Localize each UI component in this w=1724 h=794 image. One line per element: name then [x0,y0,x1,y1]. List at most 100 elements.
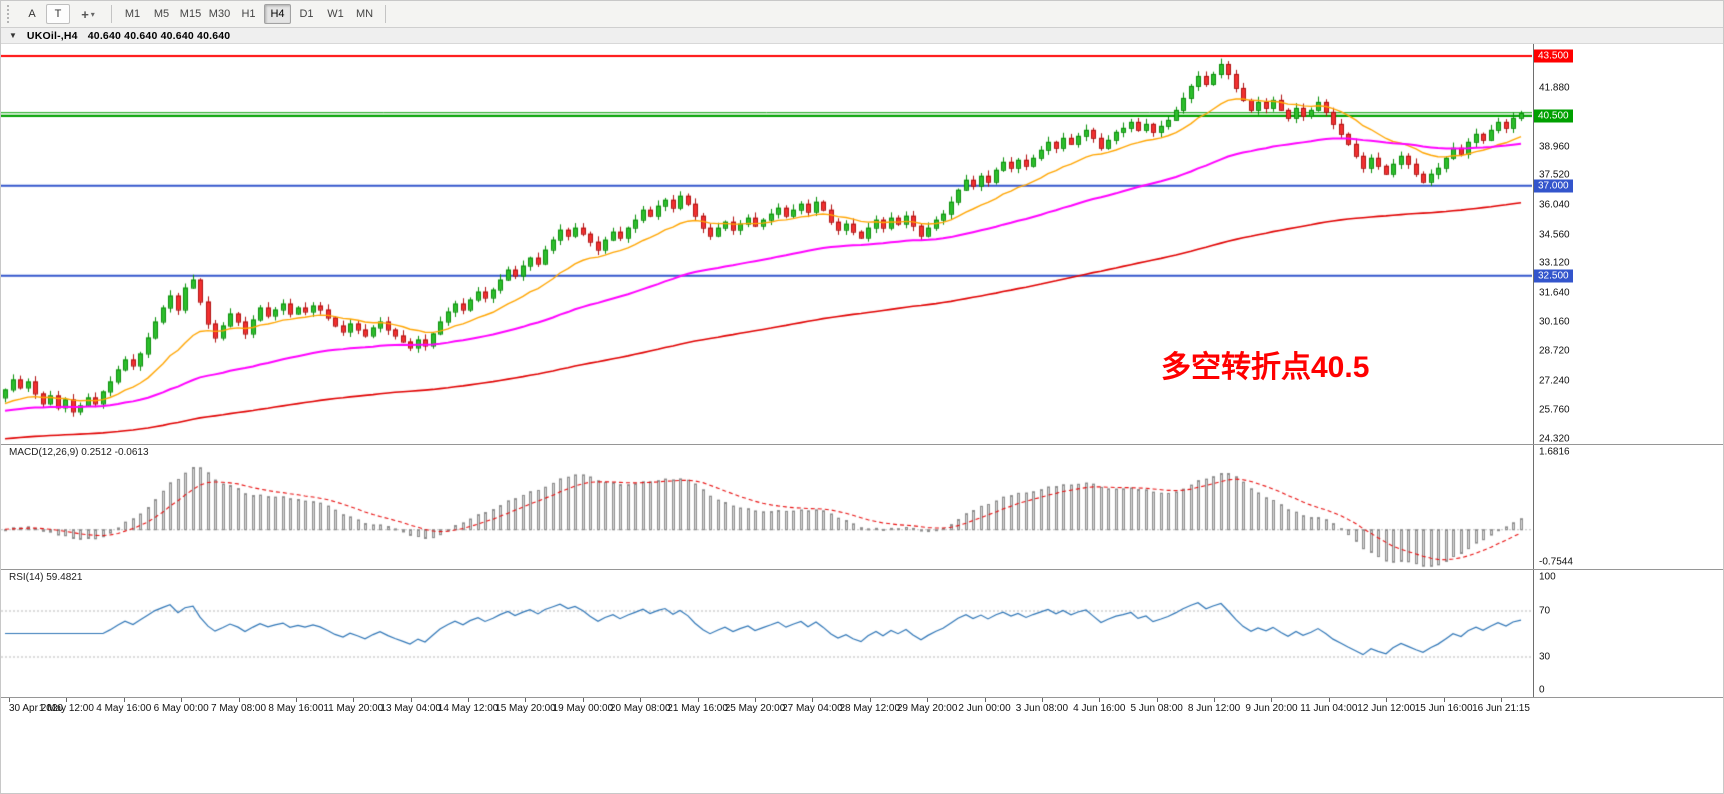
time-axis-label: 5 Jun 08:00 [1130,703,1183,714]
time-tick [755,698,756,702]
chart-annotation: 多空转折点40.5 [1161,351,1370,384]
main-chart-panel[interactable]: 多空转折点40.5 41.880 38.960 37.520 36.040 34.560… [1,44,1723,445]
time-tick [1214,698,1216,702]
price-chart-canvas[interactable] [1,44,1532,444]
price-line-badge: 43.500 [1534,49,1573,63]
time-tick [984,698,986,702]
time-tick [869,698,871,702]
label-tool-button[interactable]: A [28,8,36,20]
timeframe-d1-button[interactable]: D1 [299,8,314,20]
price-axis-label: 30.160 [1539,316,1570,328]
time-axis-label: 9 Jun 20:00 [1245,703,1298,714]
price-axis[interactable]: 41.880 38.960 37.520 36.040 34.560 33.120 31.6… [1533,44,1723,445]
chevron-down-icon: ▾ [90,9,95,19]
ohlc-values: 40.640 40.640 40.640 40.640 [87,29,231,42]
time-tick [1443,698,1445,702]
time-tick [1041,698,1043,702]
time-tick [353,698,355,702]
time-axis-label: 16 Jun 21:15 [1472,703,1530,714]
rsi-label: RSI(14) 59.4821 [9,572,83,583]
rsi-canvas[interactable] [1,570,1532,697]
time-axis-label: 11 Jun 04:00 [1300,703,1358,714]
price-axis-label: 33.120 [1539,257,1570,269]
macd-label: MACD(12,26,9) 0.2512 -0.0613 [9,447,149,458]
timeframe-m30-button[interactable]: M30 [208,8,231,20]
time-axis-label: 2 Jun 00:00 [958,703,1011,714]
time-axis-label: 20 May 08:00 [609,703,671,714]
time-axis-label: 13 May 04:00 [380,703,441,714]
timeframe-group: M1 M5 M15 M30 H1 H4 D1 W1 MN [118,4,379,24]
time-axis-label: 3 Jun 08:00 [1015,703,1069,714]
time-tick [238,698,240,702]
macd-axis-label: 1.6816 [1539,446,1570,458]
macd-axis-label: -0.7544 [1539,556,1573,568]
price-axis-label: 25.760 [1539,404,1570,416]
time-axis-label: 28 May 12:00 [839,703,901,714]
symbol-bar: ▼ UKOil-,H4 40.640 40.640 40.640 40.640 [1,28,1723,44]
time-axis-label: 30 Apr 2020 [9,703,63,714]
rsi-panel[interactable]: RSI(14) 59.4821 100 70 30 0 [1,569,1723,697]
time-axis-label: 25 May 20:00 [724,703,786,714]
rsi-axis: 100 70 30 0 [1533,570,1723,697]
time-axis-label: 1 May 12:00 [38,703,94,714]
macd-canvas[interactable] [1,445,1532,569]
time-axis-label: 27 May 04:00 [782,703,843,714]
toolbar-grip[interactable] [7,5,12,23]
price-axis-label: 36.040 [1539,199,1570,211]
time-tick [123,698,125,702]
timeframe-h1-button[interactable]: H1 [241,8,256,20]
time-axis[interactable]: 30 Apr 2020 1 May 12:00 4 May 16:00 6 May 0… [1,697,1723,717]
time-tick [468,698,470,702]
price-axis-label: 28.720 [1539,345,1570,357]
time-axis-label: 14 May 12:00 [437,703,499,714]
time-axis-label: 29 May 20:00 [896,703,958,714]
price-axis-label: 37.520 [1539,169,1570,181]
time-tick [640,698,642,702]
time-tick [1501,698,1502,702]
time-axis-label: 15 May 20:00 [495,703,556,714]
timeframe-w1-button[interactable]: W1 [327,8,344,20]
price-line-badge: 37.000 [1534,179,1573,193]
price-line-badge: 32.500 [1534,269,1573,283]
time-tick [1328,698,1330,702]
symbol-label: UKOil-,H4 [26,29,78,42]
time-tick [295,698,297,702]
time-axis-label: 11 May 20:00 [323,703,384,714]
time-axis-label: 7 May 08:00 [211,703,267,714]
price-axis-label: 38.960 [1539,141,1570,153]
time-axis-label: 8 Jun 12:00 [1187,703,1241,714]
time-tick [66,698,68,702]
toolbar: A T + ▾ M1 M5 M15 M30 H1 H4 D1 W1 MN [1,1,1723,28]
time-tick [525,698,527,702]
timeframe-mn-button[interactable]: MN [355,8,374,20]
price-axis-label: 34.560 [1539,229,1570,240]
price-axis-label: 27.240 [1539,375,1570,387]
crosshair-tool-button[interactable]: + ▾ [72,4,104,24]
price-axis-label: 24.320 [1539,433,1570,445]
bottom-filler [1,717,1723,793]
collapse-chevron-icon[interactable]: ▼ [9,31,17,40]
time-tick [927,698,929,702]
time-tick [1271,698,1273,702]
time-tick [582,698,584,702]
toolbar-separator [111,5,112,23]
time-axis-label: 19 May 00:00 [552,703,614,714]
rsi-axis-label: 70 [1539,605,1551,616]
time-tick [9,698,10,702]
macd-panel[interactable]: MACD(12,26,9) 0.2512 -0.0613 1.6816 -0.75… [1,444,1723,569]
timeframe-h4-button[interactable]: H4 [264,4,291,24]
timeframe-m1-button[interactable]: M1 [124,8,141,20]
time-tick [697,698,699,702]
timeframe-m5-button[interactable]: M5 [153,8,170,20]
time-axis-label: 6 May 00:00 [153,703,209,714]
time-axis-label: 4 May 16:00 [96,703,152,714]
macd-axis: 1.6816 -0.7544 [1533,445,1723,569]
price-axis-label: 41.880 [1539,82,1570,94]
time-tick [181,698,183,702]
time-axis-label: 12 Jun 12:00 [1357,703,1416,714]
text-tool-button[interactable]: T [46,4,70,24]
time-tick [410,698,412,702]
toolbar-separator [385,5,386,23]
timeframe-m15-button[interactable]: M15 [179,8,202,20]
